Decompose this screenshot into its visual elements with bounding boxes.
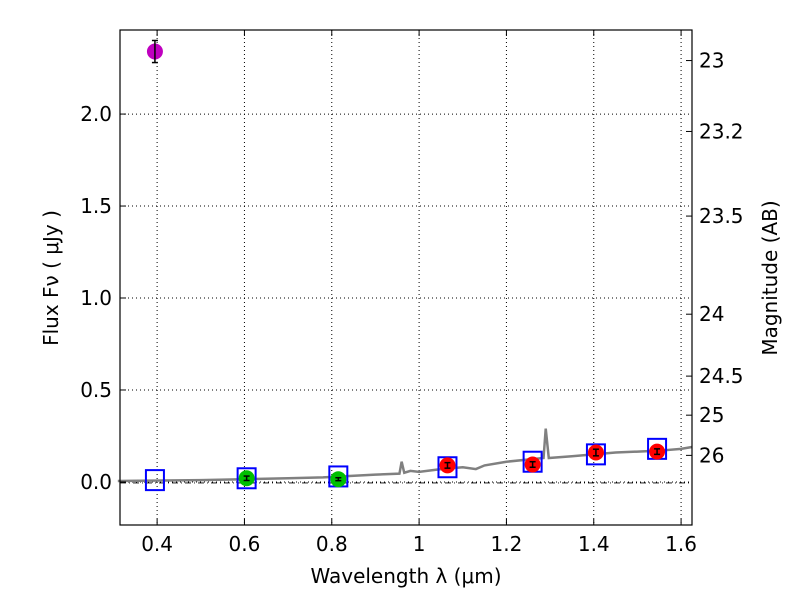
x-tick-label: 1.4 — [578, 532, 610, 556]
y-tick-label: 0.0 — [80, 470, 112, 494]
y-tick-label: 1.0 — [80, 286, 112, 310]
mag-tick-label: 23.5 — [699, 204, 744, 228]
y-tick-label: 1.5 — [80, 194, 112, 218]
x-tick-label: 0.6 — [229, 532, 261, 556]
mag-tick-label: 24 — [699, 302, 724, 326]
model-photometry-square — [585, 443, 606, 466]
x-axis-label: Wavelength λ (μm) — [310, 564, 501, 588]
model-photometry-square — [144, 469, 165, 492]
x-tick-label: 1 — [413, 532, 426, 556]
ticks: 0.4 0.6 0.8 1 1.2 1.4 1.6 0.0 0.5 1.0 1.5 2.0 23 23.2… — [80, 30, 744, 556]
grid — [120, 30, 692, 525]
y-axis-right-label: Magnitude (AB) — [758, 200, 782, 355]
plot-area — [117, 39, 693, 492]
x-tick-label: 0.4 — [141, 532, 173, 556]
x-tick-label: 1.6 — [665, 532, 697, 556]
mag-tick-label: 26 — [699, 443, 724, 467]
axes-frame — [119, 29, 693, 526]
x-tick-label: 0.8 — [316, 532, 348, 556]
model-photometry-square — [437, 456, 458, 479]
mag-tick-label: 23 — [699, 49, 724, 73]
x-tick-label: 1.2 — [491, 532, 523, 556]
y-axis-label: Flux Fν ( μJy ) — [39, 210, 63, 346]
y-tick-label: 2.0 — [80, 102, 112, 126]
mag-tick-label: 25 — [699, 403, 724, 427]
model-photometry-square — [236, 467, 257, 490]
mag-tick-label: 23.2 — [699, 119, 744, 143]
mag-tick-label: 24.5 — [699, 364, 744, 388]
y-tick-label: 0.5 — [80, 378, 112, 402]
